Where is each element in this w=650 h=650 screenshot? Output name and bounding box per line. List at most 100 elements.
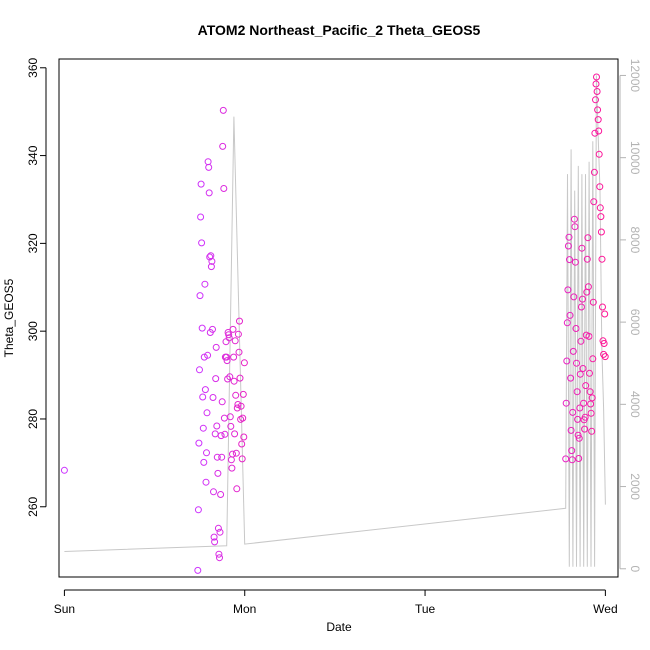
data-point	[219, 142, 227, 150]
data-point	[228, 464, 236, 472]
data-point	[211, 538, 219, 546]
data-point	[593, 73, 600, 81]
data-point	[197, 180, 205, 188]
data-point	[233, 485, 241, 493]
data-point	[572, 325, 580, 332]
bottom-axis: Sun Mon Tue Wed	[54, 589, 618, 616]
left-tick-label: 340	[26, 145, 40, 165]
data-point	[224, 375, 232, 383]
x-axis-label: Date	[326, 620, 352, 634]
data-point	[226, 413, 234, 421]
left-tick-label: 280	[26, 409, 40, 429]
data-point	[586, 369, 593, 377]
data-point	[237, 402, 245, 410]
data-point	[232, 391, 240, 399]
data-point	[594, 116, 602, 124]
data-point	[230, 353, 238, 361]
data-point	[595, 150, 603, 158]
data-point	[199, 424, 207, 432]
bottom-tick-label: Wed	[593, 602, 617, 616]
data-point	[196, 292, 204, 300]
data-point	[227, 456, 235, 464]
data-point	[216, 528, 224, 536]
data-point	[203, 449, 210, 457]
data-point	[577, 337, 585, 345]
data-point	[216, 554, 223, 562]
altitude-series-line	[64, 75, 606, 567]
data-point	[217, 491, 225, 498]
data-point	[240, 433, 248, 441]
data-point	[590, 168, 598, 176]
left-axis: 260 280 300 320 340 360	[26, 57, 47, 517]
data-point	[599, 303, 606, 311]
data-point	[571, 223, 579, 231]
right-tick-label: 4000	[628, 391, 642, 418]
data-point	[198, 239, 206, 247]
data-point	[222, 338, 230, 346]
data-point	[570, 215, 578, 223]
data-point	[232, 449, 240, 457]
data-point	[597, 213, 605, 221]
data-point	[206, 253, 214, 261]
data-point	[573, 359, 580, 367]
data-point	[215, 550, 223, 558]
data-point	[229, 450, 236, 458]
data-point	[564, 286, 572, 294]
data-point	[203, 409, 211, 417]
data-point	[573, 388, 581, 396]
data-point	[207, 263, 215, 271]
data-point	[218, 398, 226, 406]
data-point	[60, 466, 68, 474]
data-point	[566, 256, 573, 264]
data-point	[600, 350, 608, 358]
data-point	[581, 425, 589, 433]
data-point	[220, 414, 228, 422]
data-point	[564, 242, 572, 250]
data-point	[223, 357, 231, 365]
right-tick-label: 8000	[628, 227, 642, 254]
data-point	[569, 347, 577, 355]
data-point	[202, 478, 210, 486]
data-point	[196, 366, 203, 374]
data-point	[208, 257, 216, 265]
data-point	[226, 373, 234, 381]
data-point	[597, 228, 605, 236]
data-point	[198, 324, 206, 332]
data-point	[579, 295, 586, 303]
data-point	[209, 394, 217, 401]
data-point	[577, 303, 585, 311]
data-point	[583, 255, 591, 263]
data-point	[563, 357, 571, 365]
left-tick-label: 260	[26, 496, 40, 516]
data-point	[217, 432, 225, 440]
chart-title: ATOM2 Northeast_Pacific_2 Theta_GEOS5	[198, 22, 481, 38]
data-point	[567, 426, 575, 434]
data-point	[211, 430, 219, 438]
y-axis-label: Theta_GEOS5	[2, 278, 16, 357]
data-point	[210, 488, 217, 496]
data-point	[590, 198, 598, 206]
data-point	[563, 319, 571, 327]
data-point	[574, 431, 582, 439]
data-point	[594, 106, 602, 114]
data-point	[586, 388, 594, 396]
data-point	[592, 96, 599, 104]
data-point	[220, 185, 228, 192]
data-point	[230, 377, 238, 385]
data-point	[235, 348, 243, 356]
data-point	[582, 382, 590, 390]
data-point	[595, 127, 603, 135]
data-point	[218, 453, 226, 461]
data-point	[588, 394, 596, 402]
data-point	[598, 255, 606, 263]
data-point	[569, 408, 577, 416]
data-point	[585, 332, 593, 340]
data-point	[600, 340, 608, 347]
data-point	[204, 158, 212, 166]
data-point	[236, 374, 244, 382]
data-point	[584, 234, 592, 242]
data-point	[575, 434, 583, 442]
data-point	[578, 244, 586, 252]
data-point	[568, 456, 576, 464]
data-point	[229, 325, 237, 333]
